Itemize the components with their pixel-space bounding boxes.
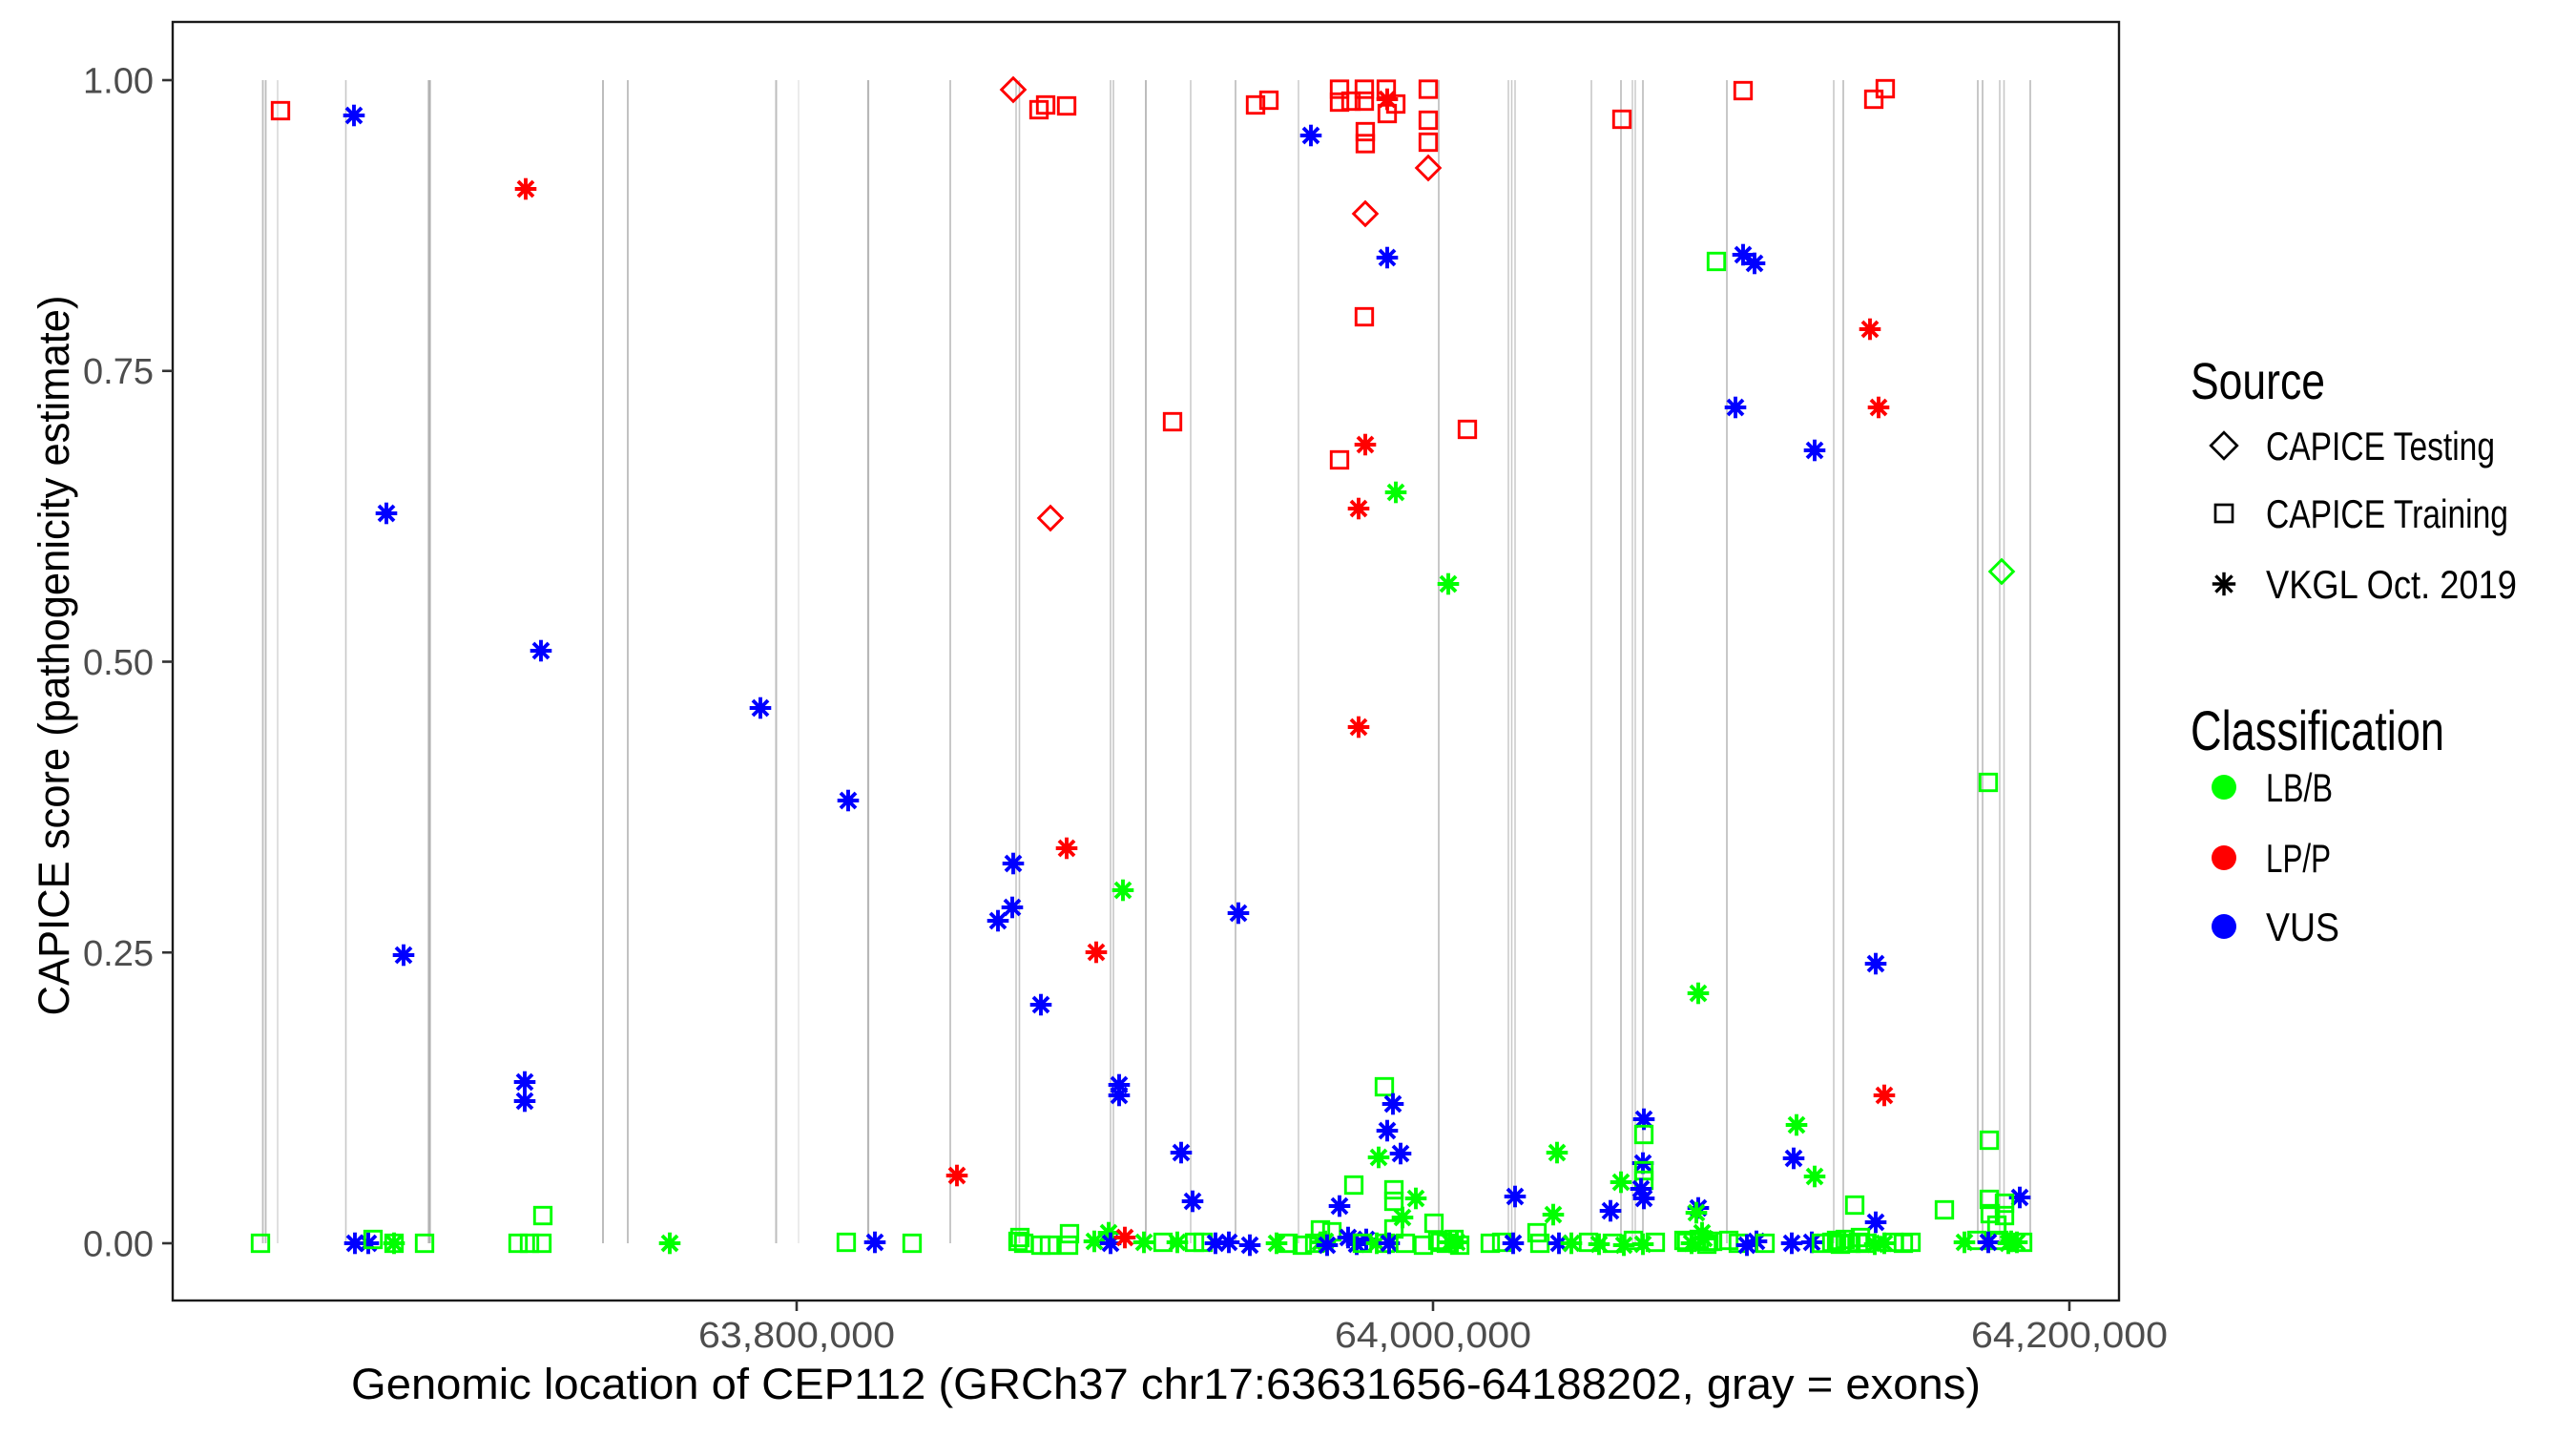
svg-text:0.25: 0.25 xyxy=(83,934,154,974)
svg-text:CAPICE Training: CAPICE Training xyxy=(2266,491,2508,536)
svg-text:64,000,000: 64,000,000 xyxy=(1335,1316,1531,1356)
svg-text:VKGL Oct. 2019: VKGL Oct. 2019 xyxy=(2266,562,2517,607)
svg-text:Classification: Classification xyxy=(2191,700,2444,762)
svg-text:0.00: 0.00 xyxy=(83,1225,154,1265)
svg-text:VUS: VUS xyxy=(2266,905,2339,949)
svg-text:0.75: 0.75 xyxy=(83,352,154,392)
svg-text:LB/B: LB/B xyxy=(2266,765,2333,810)
svg-text:CAPICE Testing: CAPICE Testing xyxy=(2266,424,2495,468)
svg-text:CAPICE score (pathogenicity es: CAPICE score (pathogenicity estimate) xyxy=(30,296,78,1016)
svg-text:0.50: 0.50 xyxy=(83,643,154,683)
svg-text:64,200,000: 64,200,000 xyxy=(1971,1316,2168,1356)
svg-text:Genomic location of CEP112 (GR: Genomic location of CEP112 (GRCh37 chr17… xyxy=(351,1360,1981,1408)
svg-text:1.00: 1.00 xyxy=(83,62,154,102)
svg-text:63,800,000: 63,800,000 xyxy=(698,1316,895,1356)
svg-text:LP/P: LP/P xyxy=(2266,836,2331,881)
svg-text:Source: Source xyxy=(2191,353,2325,410)
